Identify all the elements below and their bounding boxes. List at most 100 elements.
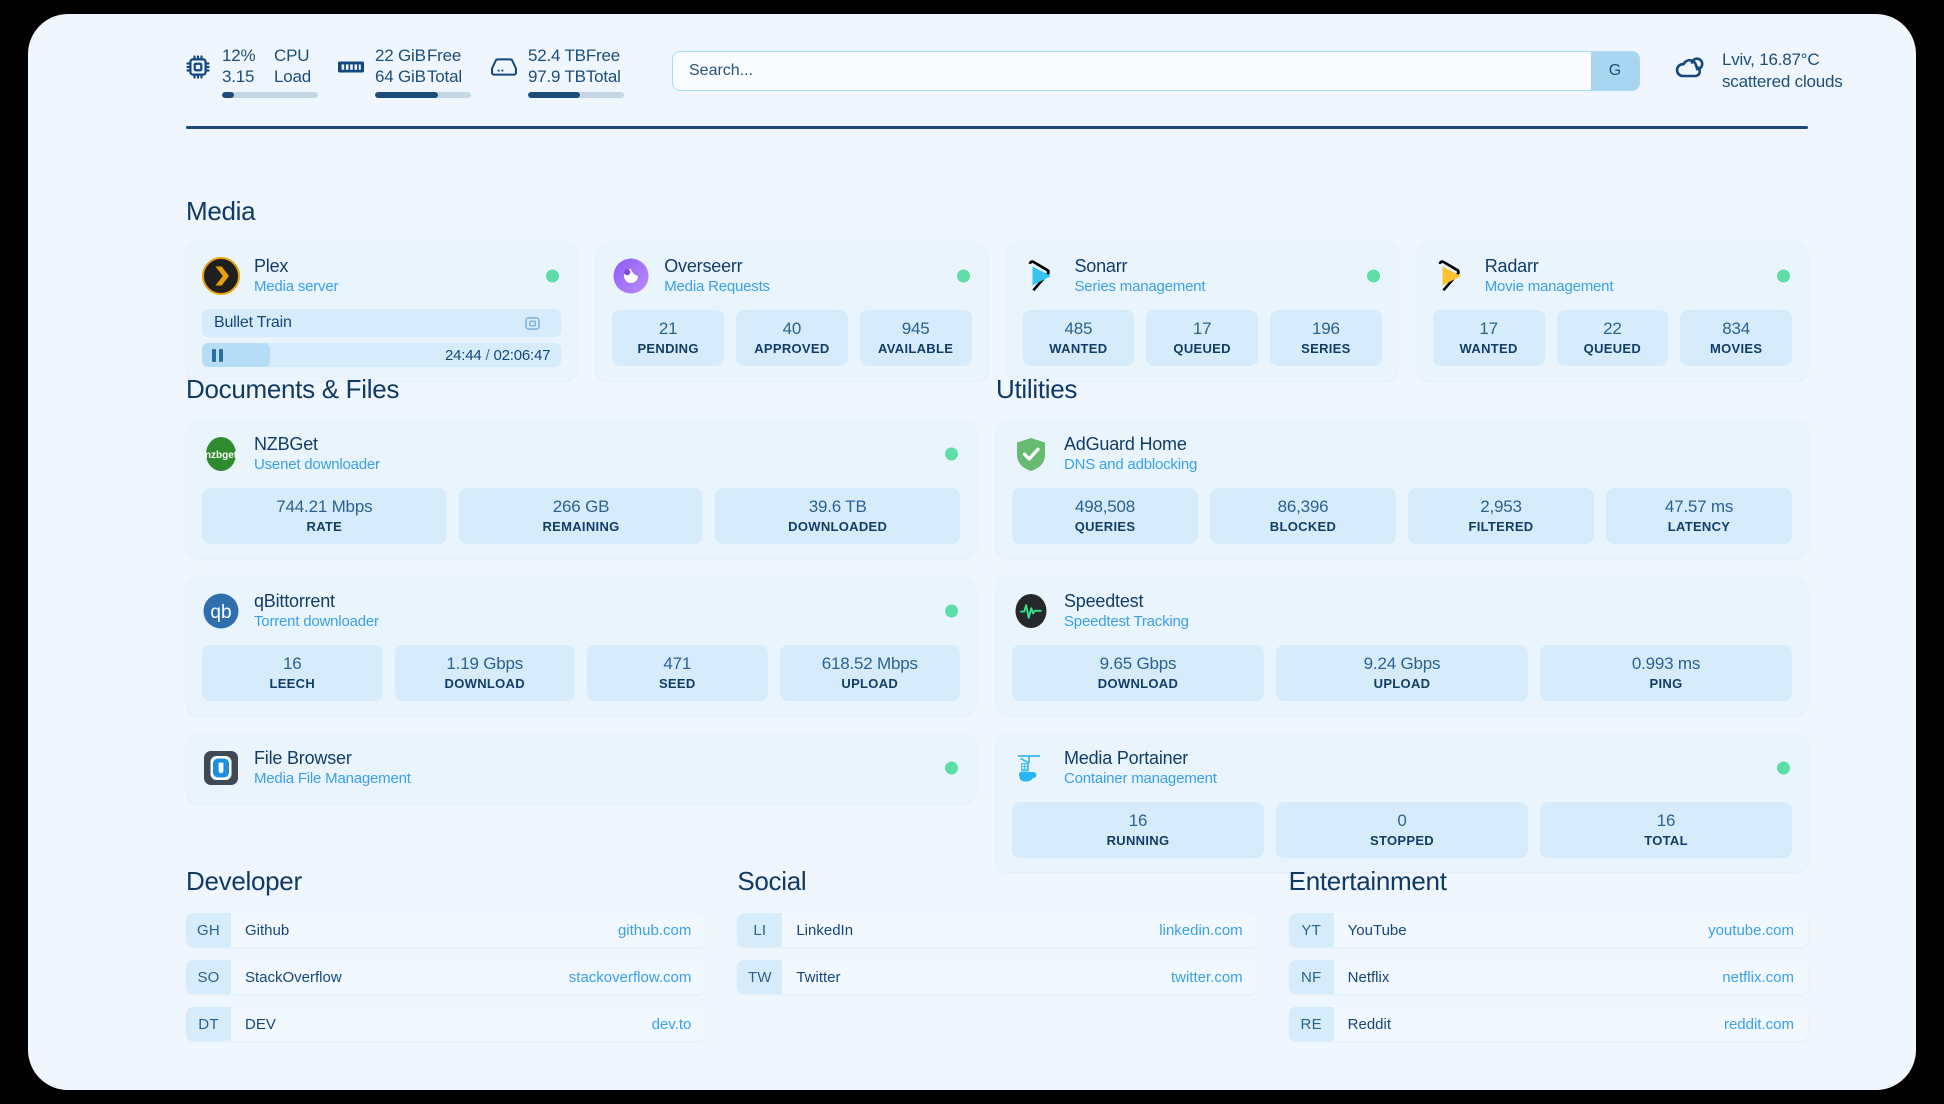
stat-tile[interactable]: 17 WANTED [1432,310,1545,366]
bookmark-link[interactable]: GH Github github.com [186,913,706,947]
search-input[interactable] [673,52,1591,90]
service-card-nzbget[interactable]: nzbget NZBGet Usenet downloader 744.21 M… [186,419,976,558]
utilities-section-title: Utilities [996,374,1078,404]
service-card-adguard-home[interactable]: AdGuard Home DNS and adblocking 498,508 … [996,419,1808,558]
stat-tile-label: DOWNLOAD [444,676,525,691]
service-card-overseerr[interactable]: Overseerr Media Requests 21 PENDING 40 A… [596,241,988,381]
stat-progress-bar [375,91,471,98]
bookmark-link[interactable]: LI LinkedIn linkedin.com [737,913,1257,947]
stat-tile-label: TOTAL [1644,833,1688,848]
status-indicator-online [945,447,958,461]
stat-label-primary: CPU [274,45,310,65]
stat-tile-label: QUEUED [1583,341,1642,356]
stat-tile[interactable]: 618.52 Mbps UPLOAD [779,645,960,701]
stat-tile-value: 1.19 Gbps [446,654,524,673]
pause-icon[interactable] [212,348,223,362]
stat-tile[interactable]: 16 RUNNING [1012,802,1264,858]
bookmark-link[interactable]: DT DEV dev.to [186,1007,706,1041]
stat-tile-label: UPLOAD [841,676,899,691]
svg-text:qb: qb [210,602,231,623]
stat-tile[interactable]: 17 QUEUED [1146,310,1258,366]
bookmark-group-entertainment: Entertainment YT YouTube youtube.com NF … [1288,866,1808,1054]
stat-tile[interactable]: 744.21 Mbps RATE [202,488,447,544]
stat-tile-label: AVAILABLE [878,341,954,356]
service-card-speedtest[interactable]: Speedtest Speedtest Tracking 9.65 Gbps D… [996,576,1808,715]
stat-tile[interactable]: 945 AVAILABLE [859,310,972,366]
stat-tile-value: 498,508 [1074,497,1136,516]
stat-tile[interactable]: 47.57 ms LATENCY [1606,488,1792,544]
stat-tile[interactable]: 16 LEECH [202,645,383,701]
service-subtitle: Movie management [1484,278,1614,295]
stat-tile-value: 834 [1722,319,1750,338]
stat-tile[interactable]: 21 PENDING [612,310,724,366]
service-card-sonarr[interactable]: Sonarr Series management 485 WANTED 17 Q… [1006,241,1398,381]
stat-tile[interactable]: 86,396 BLOCKED [1210,488,1396,544]
playback-progress[interactable]: 24:44 / 02:06:47 [202,343,562,367]
bookmark-link[interactable]: RE Reddit reddit.com [1288,1007,1808,1041]
stat-tile[interactable]: 22 QUEUED [1556,310,1669,366]
stat-tile-value: 39.6 TB [808,497,867,516]
status-indicator-online [1366,269,1380,283]
stat-tile[interactable]: 266 GB REMAINING [458,488,704,544]
documents-section: Documents & Files nzbget NZBGet Usenet d… [186,374,976,803]
service-card-media-portainer[interactable]: Media Portainer Container management 16 … [996,733,1808,872]
stat-label-secondary: Load [274,66,312,86]
service-subtitle: DNS and adblocking [1064,456,1198,473]
stat-memory: 22 GiB 64 GiB Free Total [336,45,471,98]
search-submit-button[interactable]: G [1591,52,1639,90]
service-card-file-browser[interactable]: File Browser Media File Management [186,733,976,803]
stat-tile[interactable]: 39.6 TB DOWNLOADED [715,488,961,544]
stat-tile[interactable]: 40 APPROVED [736,310,848,366]
stat-tiles: 485 WANTED 17 QUEUED 196 SERIES [1022,310,1382,366]
stat-tile-value: 21 [658,319,678,338]
stat-tile[interactable]: 16 TOTAL [1540,802,1792,858]
stat-label-primary: Free [585,45,620,65]
stat-tile[interactable]: 471 SEED [587,645,768,701]
service-card-radarr[interactable]: Radarr Movie management 17 WANTED 22 QUE… [1416,241,1808,381]
stat-progress-bar [528,91,624,98]
stat-tile-label: BLOCKED [1269,519,1337,534]
stat-tile[interactable]: 834 MOVIES [1680,310,1792,366]
stat-tile-value: 9.24 Gbps [1363,654,1441,673]
weather-location-temp: Lviv, 16.87°C [1722,50,1820,69]
service-card-header: File Browser Media File Management [202,747,960,789]
stat-tile[interactable]: 196 SERIES [1270,310,1382,366]
stat-tile-value: 744.21 Mbps [276,497,373,516]
status-indicator-online [1777,269,1790,283]
stat-disk: 52.4 TB 97.9 TB Free Total [489,45,624,98]
now-playing-bar[interactable]: Bullet Train [202,309,562,337]
bookmark-name: Netflix [1347,968,1390,986]
bookmark-badge: GH [186,913,231,947]
bookmark-name: YouTube [1347,921,1407,939]
bookmark-link[interactable]: SO StackOverflow stackoverflow.com [186,960,706,994]
bookmark-link[interactable]: NF Netflix netflix.com [1288,960,1808,994]
stat-tile[interactable]: 0.993 ms PING [1540,645,1792,701]
stat-value-primary: 12% [222,45,256,65]
stat-value-secondary: 64 GiB [375,66,426,86]
stat-tile-value: 16 [1656,811,1676,830]
stat-cpu: 12% 3.15 CPU Load [183,45,318,98]
stat-tile[interactable]: 9.65 Gbps DOWNLOAD [1012,645,1264,701]
stat-tile[interactable]: 0 STOPPED [1276,802,1528,858]
stat-tile[interactable]: 2,953 FILTERED [1408,488,1594,544]
stat-tile[interactable]: 485 WANTED [1022,310,1135,366]
stat-tile-label: UPLOAD [1373,676,1431,691]
bookmark-group-title: Entertainment [1288,866,1447,896]
stat-tile-value: 471 [663,654,692,673]
service-card-qbittorrent[interactable]: qb qBittorrent Torrent downloader 16 LEE… [186,576,976,715]
stat-tile-label: RUNNING [1106,833,1170,848]
bookmark-name: LinkedIn [796,921,854,939]
bookmark-link[interactable]: TW Twitter twitter.com [737,960,1257,994]
bookmark-name: DEV [245,1015,276,1033]
stat-tile[interactable]: 9.24 Gbps UPLOAD [1276,645,1528,701]
service-card-header: Plex Media server [202,255,561,297]
search-bar[interactable]: G [672,51,1640,91]
bookmark-link[interactable]: YT YouTube youtube.com [1288,913,1808,947]
stat-tile-label: RATE [306,519,343,534]
stat-tile[interactable]: 498,508 QUERIES [1012,488,1198,544]
radarr-icon [1433,257,1471,295]
stat-tile[interactable]: 1.19 Gbps DOWNLOAD [394,645,575,701]
service-card-plex[interactable]: Plex Media server Bullet Train 24:44 / 0… [186,241,578,381]
service-card-header: Radarr Movie management [1433,255,1792,297]
header-divider [186,126,1808,129]
